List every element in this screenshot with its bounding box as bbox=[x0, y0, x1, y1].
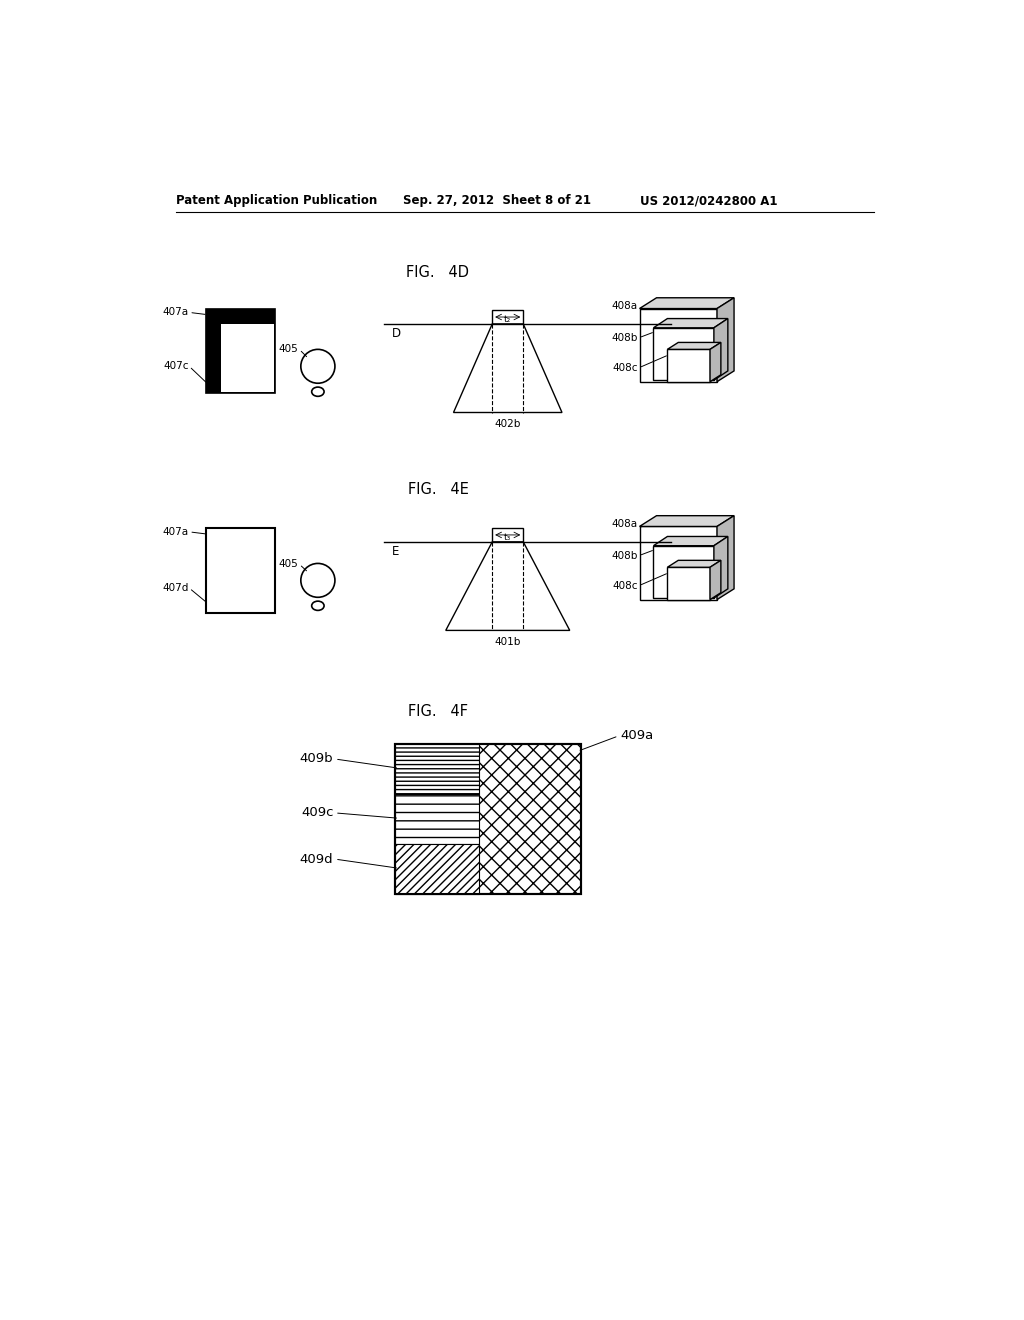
Polygon shape bbox=[640, 298, 734, 309]
Bar bbox=[493, 528, 523, 543]
Text: 409c: 409c bbox=[301, 807, 334, 820]
Text: 405: 405 bbox=[279, 560, 299, 569]
Text: 401b: 401b bbox=[495, 638, 521, 647]
Polygon shape bbox=[640, 516, 734, 527]
Text: US 2012/0242800 A1: US 2012/0242800 A1 bbox=[640, 194, 777, 207]
Polygon shape bbox=[717, 298, 734, 381]
Bar bbox=[395, 743, 479, 793]
Text: 409b: 409b bbox=[300, 752, 334, 766]
Text: 405: 405 bbox=[279, 345, 299, 354]
Polygon shape bbox=[653, 536, 728, 545]
Text: 408c: 408c bbox=[612, 363, 638, 372]
Bar bbox=[221, 323, 273, 392]
Bar bbox=[653, 545, 714, 598]
Text: 408a: 408a bbox=[611, 519, 638, 529]
Bar bbox=[395, 743, 582, 894]
Bar bbox=[395, 743, 582, 894]
Polygon shape bbox=[717, 516, 734, 599]
Polygon shape bbox=[710, 561, 721, 599]
Bar bbox=[640, 309, 717, 381]
Bar bbox=[653, 327, 714, 380]
Bar bbox=[640, 527, 717, 599]
Text: t₂: t₂ bbox=[504, 315, 511, 325]
Text: 408a: 408a bbox=[611, 301, 638, 312]
Text: E: E bbox=[391, 545, 399, 557]
Text: 407a: 407a bbox=[163, 527, 188, 537]
Text: 402b: 402b bbox=[495, 418, 521, 429]
Text: D: D bbox=[391, 326, 400, 339]
Text: 409d: 409d bbox=[300, 853, 334, 866]
Text: Sep. 27, 2012  Sheet 8 of 21: Sep. 27, 2012 Sheet 8 of 21 bbox=[403, 194, 591, 207]
Bar bbox=[395, 843, 479, 894]
Polygon shape bbox=[714, 536, 728, 598]
Polygon shape bbox=[714, 318, 728, 380]
Polygon shape bbox=[668, 342, 721, 350]
Text: FIG.   4F: FIG. 4F bbox=[408, 704, 468, 719]
Polygon shape bbox=[668, 561, 721, 568]
Bar bbox=[668, 350, 710, 381]
Text: FIG.   4D: FIG. 4D bbox=[407, 265, 469, 280]
Text: 408b: 408b bbox=[611, 550, 638, 561]
Bar bbox=[493, 310, 523, 323]
Text: 409a: 409a bbox=[621, 730, 653, 742]
Bar bbox=[206, 528, 275, 612]
Polygon shape bbox=[710, 342, 721, 381]
Text: 408b: 408b bbox=[611, 333, 638, 343]
Polygon shape bbox=[445, 543, 569, 631]
Text: 407a: 407a bbox=[163, 308, 188, 317]
Bar bbox=[668, 568, 710, 599]
Text: t₃: t₃ bbox=[504, 533, 511, 543]
Polygon shape bbox=[454, 323, 562, 412]
Text: Patent Application Publication: Patent Application Publication bbox=[176, 194, 377, 207]
Text: FIG.   4E: FIG. 4E bbox=[408, 482, 468, 498]
Text: 408c: 408c bbox=[612, 581, 638, 591]
Text: 407d: 407d bbox=[162, 583, 188, 593]
Polygon shape bbox=[653, 318, 728, 327]
Bar bbox=[395, 793, 479, 843]
Text: 407c: 407c bbox=[163, 362, 188, 371]
Bar bbox=[206, 309, 275, 393]
